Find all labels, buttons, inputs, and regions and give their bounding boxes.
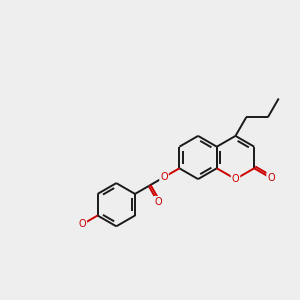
Text: O: O: [232, 174, 239, 184]
Text: O: O: [160, 172, 168, 182]
Text: O: O: [267, 173, 275, 183]
Text: O: O: [78, 219, 86, 230]
Text: O: O: [154, 197, 162, 207]
